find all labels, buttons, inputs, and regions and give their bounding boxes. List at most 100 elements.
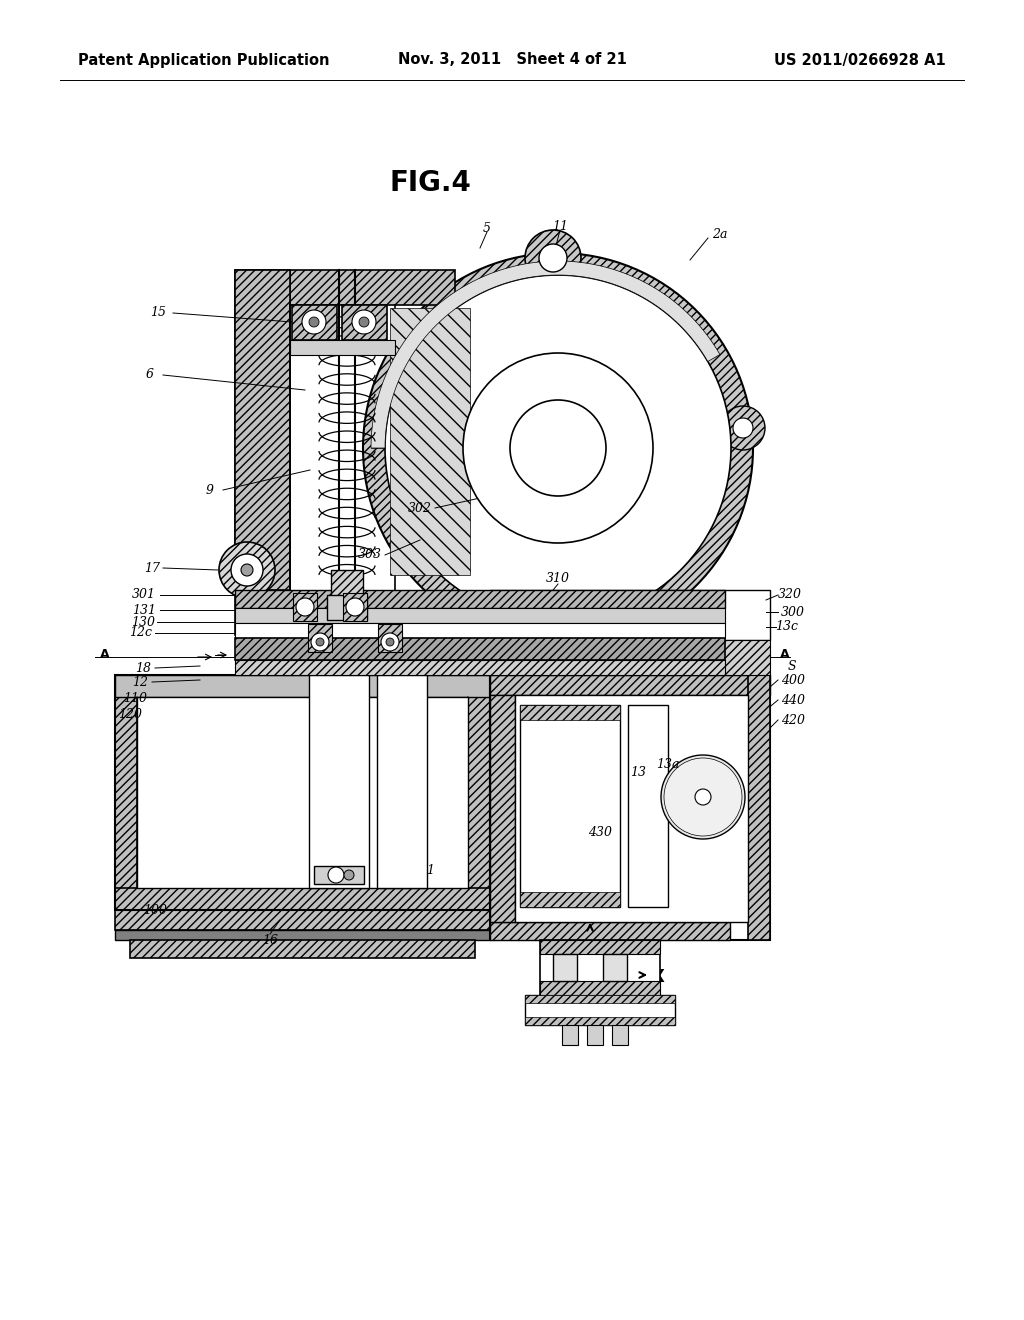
Text: 320: 320 — [778, 589, 802, 602]
Text: 303: 303 — [358, 549, 382, 561]
Bar — [234, 271, 290, 635]
Text: 420: 420 — [781, 714, 805, 726]
Text: A: A — [780, 648, 790, 661]
Text: 131: 131 — [132, 603, 156, 616]
Bar — [234, 638, 725, 660]
Bar — [130, 940, 475, 958]
Text: 16: 16 — [262, 933, 278, 946]
Text: 440: 440 — [781, 693, 805, 706]
Bar — [331, 570, 362, 601]
Bar — [490, 675, 770, 696]
Text: X: X — [651, 968, 665, 986]
Bar — [343, 593, 367, 620]
Circle shape — [309, 317, 319, 327]
Text: S: S — [787, 660, 797, 672]
Bar — [525, 995, 675, 1003]
Text: FIG.4: FIG.4 — [389, 169, 471, 197]
Circle shape — [381, 634, 399, 651]
Text: 13c: 13c — [775, 620, 799, 634]
Text: 12: 12 — [132, 676, 148, 689]
Circle shape — [296, 598, 314, 616]
Circle shape — [241, 564, 253, 576]
Bar — [309, 675, 369, 888]
Bar — [234, 271, 290, 590]
Text: 310: 310 — [546, 572, 570, 585]
Bar — [587, 1026, 603, 1045]
Text: Z: Z — [572, 906, 584, 924]
Bar — [115, 909, 490, 931]
Bar — [520, 705, 620, 719]
Bar — [342, 305, 387, 341]
Bar — [234, 609, 725, 623]
Bar — [308, 624, 332, 652]
Text: A: A — [100, 648, 110, 661]
Text: 1: 1 — [426, 863, 434, 876]
Circle shape — [385, 275, 731, 620]
Circle shape — [302, 310, 326, 334]
Text: 17: 17 — [144, 561, 160, 574]
Text: Patent Application Publication: Patent Application Publication — [78, 53, 330, 67]
Circle shape — [733, 418, 753, 438]
Bar — [115, 931, 490, 940]
Circle shape — [721, 407, 765, 450]
Bar — [490, 696, 515, 921]
Bar — [234, 623, 725, 638]
Circle shape — [352, 310, 376, 334]
Text: 2a: 2a — [713, 227, 728, 240]
Circle shape — [311, 634, 329, 651]
Bar — [540, 981, 660, 995]
Circle shape — [386, 638, 394, 645]
Bar — [520, 892, 620, 907]
Text: 130: 130 — [131, 615, 155, 628]
Bar — [327, 595, 367, 620]
Bar — [525, 995, 675, 1026]
Text: 13: 13 — [630, 766, 646, 779]
Text: 18: 18 — [135, 661, 151, 675]
Bar — [490, 590, 770, 640]
Bar — [115, 675, 490, 909]
Bar — [612, 1026, 628, 1045]
Circle shape — [359, 317, 369, 327]
Bar — [468, 675, 490, 909]
Bar — [490, 640, 770, 675]
Bar — [115, 675, 490, 697]
Bar — [234, 590, 725, 609]
Text: 13a: 13a — [656, 759, 680, 771]
Circle shape — [664, 758, 742, 836]
Text: 15: 15 — [150, 306, 166, 319]
Circle shape — [344, 870, 354, 880]
Bar — [377, 675, 427, 888]
Bar — [314, 866, 364, 884]
Circle shape — [219, 543, 275, 598]
Text: 110: 110 — [123, 692, 147, 705]
Bar — [748, 675, 770, 940]
Bar — [115, 888, 490, 909]
Bar — [292, 305, 337, 341]
Bar — [525, 1016, 675, 1026]
Bar — [290, 271, 455, 305]
Bar — [390, 308, 470, 576]
Bar — [115, 675, 137, 909]
Bar — [490, 921, 730, 940]
Text: Nov. 3, 2011   Sheet 4 of 21: Nov. 3, 2011 Sheet 4 of 21 — [397, 53, 627, 67]
Bar — [290, 341, 395, 355]
Circle shape — [231, 554, 263, 586]
Bar — [293, 593, 317, 620]
Text: 100: 100 — [143, 903, 167, 916]
Bar — [603, 954, 627, 981]
Text: 120: 120 — [118, 708, 142, 721]
Circle shape — [463, 352, 653, 543]
Text: 11: 11 — [552, 219, 568, 232]
Circle shape — [662, 755, 745, 840]
Circle shape — [695, 789, 711, 805]
Text: 400: 400 — [781, 673, 805, 686]
Text: 430: 430 — [588, 825, 612, 838]
Bar — [540, 940, 660, 995]
Text: 302: 302 — [408, 502, 432, 515]
Bar — [520, 705, 620, 907]
Bar — [490, 675, 770, 940]
Circle shape — [346, 598, 364, 616]
Text: 12c: 12c — [129, 627, 153, 639]
Polygon shape — [234, 554, 247, 570]
Bar — [540, 940, 660, 954]
